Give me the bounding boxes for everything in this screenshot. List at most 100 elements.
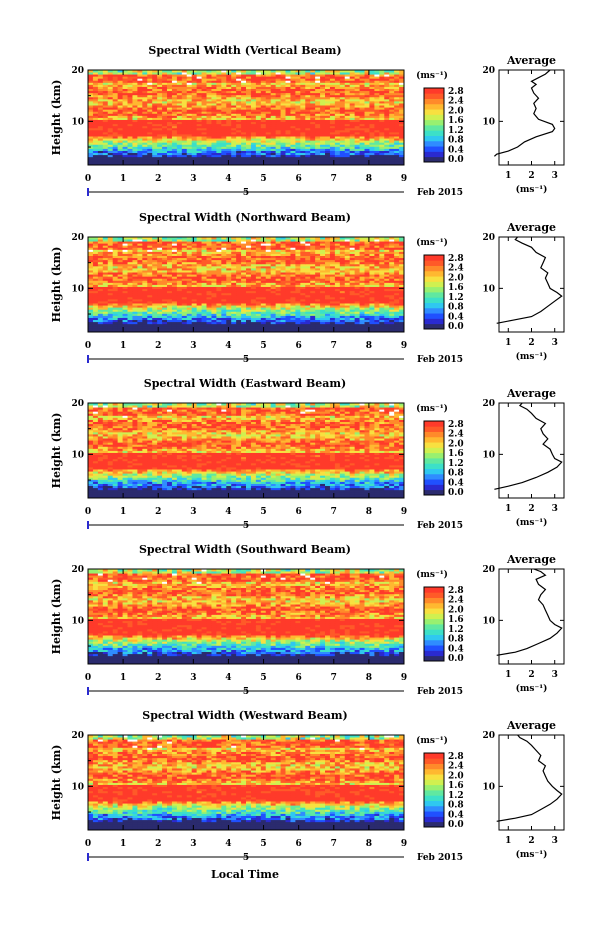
heatmap-cell (186, 323, 193, 327)
heatmap-cell (300, 125, 306, 129)
heatmap-cell (369, 111, 375, 114)
heatmap-cell (167, 274, 173, 277)
heatmap-cell (191, 284, 198, 287)
heatmap-cell (112, 140, 119, 143)
heatmap-cell (389, 134, 395, 137)
heatmap-cell (117, 72, 123, 75)
heatmap-cell (236, 98, 242, 102)
heatmap-cell (201, 105, 207, 108)
heatmap-cell (102, 119, 109, 123)
heatmap-cell (285, 109, 291, 112)
heatmap-cell (132, 113, 138, 116)
heatmap-cell (364, 111, 370, 114)
heatmap-cell (191, 154, 198, 158)
heatmap-cell (344, 298, 351, 302)
heatmap-cell (236, 329, 242, 333)
heatmap-cell (280, 144, 286, 147)
heatmap-cell (236, 146, 242, 149)
heatmap-cell (97, 296, 104, 300)
heatmap-cell (394, 113, 400, 116)
heatmap-cell (285, 158, 291, 162)
heatmap-cell (384, 138, 390, 141)
heatmap-cell (255, 160, 262, 164)
heatmap-cell (265, 103, 272, 106)
heatmap-cell (162, 280, 168, 283)
heatmap-cell (117, 282, 123, 285)
heatmap-cell (339, 160, 346, 164)
heatmap-cell (241, 146, 247, 149)
heatmap-cell (329, 90, 336, 94)
heatmap-cell (127, 325, 133, 329)
heatmap-cell (191, 329, 198, 333)
heatmap-cell (142, 134, 148, 137)
heatmap-cell (92, 315, 99, 318)
heatmap-cell (290, 280, 296, 283)
heatmap-cell (127, 152, 133, 156)
heatmap-cell (201, 294, 207, 298)
heatmap-cell (285, 98, 291, 102)
heatmap-cell (181, 156, 188, 160)
heatmap-cell (246, 92, 252, 96)
heatmap-cell (275, 303, 281, 306)
heatmap-cell (344, 140, 351, 143)
heatmap-cell (147, 327, 153, 331)
heatmap-cell (374, 84, 380, 87)
heatmap-cell (191, 325, 198, 329)
heatmap-cell (186, 129, 193, 133)
heatmap-cell (171, 301, 178, 304)
heatmap-cell (270, 109, 277, 112)
heatmap-cell (246, 134, 252, 137)
heatmap-cell (285, 80, 291, 83)
heatmap-cell (349, 123, 356, 127)
heatmap-cell (334, 74, 341, 77)
heatmap-cell (310, 98, 316, 102)
heatmap-cell (310, 315, 316, 318)
heatmap-cell (97, 70, 104, 73)
heatmap-cell (142, 267, 148, 271)
heatmap-cell (137, 327, 143, 331)
heatmap-cell (285, 136, 291, 139)
heatmap-cell (241, 129, 247, 133)
heatmap-cell (171, 311, 178, 314)
heatmap-cell (221, 105, 227, 108)
heatmap-cell (399, 146, 405, 149)
heatmap-cell (201, 303, 207, 306)
heatmap-cell (112, 121, 119, 125)
heatmap-cell (250, 131, 257, 135)
heatmap-cell (270, 100, 277, 104)
heatmap-cell (181, 100, 188, 104)
heatmap-cell (354, 74, 360, 77)
heatmap-cell (112, 150, 119, 154)
heatmap-cell (191, 94, 198, 98)
heatmap-cell (102, 105, 109, 108)
heatmap-cell (206, 119, 212, 123)
colorbar-tick-label: 1.6 (448, 116, 464, 126)
heatmap-cell (339, 162, 346, 166)
heatmap-cell (275, 305, 281, 308)
heatmap-cell (379, 86, 385, 89)
heatmap-cell (211, 80, 217, 83)
heatmap-cell (389, 282, 395, 285)
heatmap-cell (270, 88, 277, 92)
heatmap-cell (152, 117, 158, 120)
heatmap-cell (216, 309, 222, 312)
heatmap-cell (399, 290, 405, 294)
heatmap-cell (349, 158, 356, 162)
heatmap-cell (275, 329, 281, 333)
heatmap-cell (339, 276, 346, 279)
heatmap-cell (167, 284, 173, 287)
heatmap-cell (246, 109, 252, 112)
heatmap-cell (290, 158, 296, 162)
heatmap-cell (152, 100, 158, 104)
heatmap-cell (206, 286, 212, 290)
heatmap-cell (320, 88, 326, 92)
heatmap-cell (221, 144, 227, 147)
heatmap-cell (280, 96, 286, 100)
heatmap-cell (117, 152, 123, 156)
heatmap-cell (320, 70, 326, 73)
heatmap-cell (206, 162, 212, 166)
heatmap-cell (260, 144, 267, 147)
heatmap-cell (176, 76, 183, 79)
heatmap-cell (250, 315, 257, 318)
heatmap-cell (137, 278, 143, 281)
